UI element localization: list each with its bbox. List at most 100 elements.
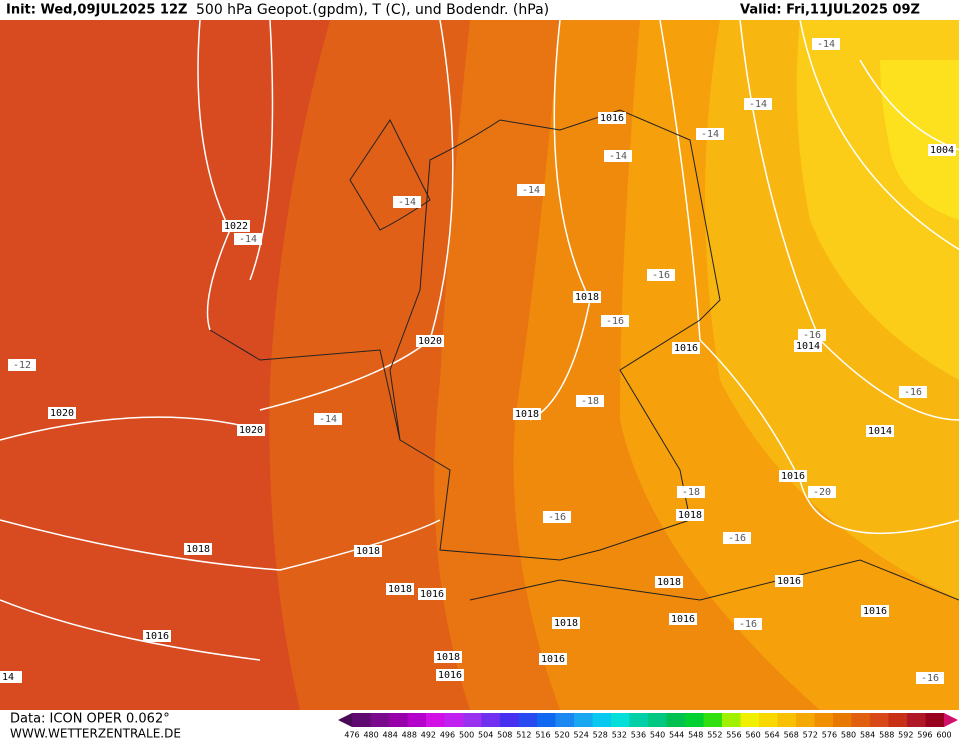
- isobar-label-box: [434, 651, 462, 663]
- colorbar-label: 520: [554, 731, 569, 740]
- borders: [209, 109, 959, 601]
- isobar-label-text: 1016: [420, 589, 444, 600]
- colorbar-label: 580: [841, 731, 856, 740]
- map-title: 500 hPa Geopot.(gpdm), T (C), und Bodend…: [196, 2, 549, 18]
- temperature-label-box: [696, 128, 724, 140]
- isobar-label-box: [416, 335, 444, 347]
- temperature-label: -16: [899, 386, 927, 398]
- colorbar-cell: [518, 713, 538, 727]
- colorbar-cell: [592, 713, 612, 727]
- colorbar-arrow: [944, 713, 958, 727]
- colorbar-cell: [888, 713, 908, 727]
- colorbar-label: 588: [879, 731, 894, 740]
- isobar-label: 1018: [676, 509, 704, 521]
- temperature-label-text: -20: [813, 487, 831, 498]
- colorbar-cell: [444, 713, 464, 727]
- isobar-label: 1016: [672, 342, 700, 354]
- isobar-label: 1018: [552, 617, 580, 629]
- temperature-label: -14: [812, 38, 840, 50]
- colorbar-cell: [833, 713, 852, 727]
- header-bar: [0, 0, 959, 20]
- temperature-label: -18: [576, 395, 604, 407]
- temperature-label-text: -16: [652, 270, 670, 281]
- isobar-label-box: [928, 144, 956, 156]
- isobar-label-text: 1018: [657, 577, 681, 588]
- temperature-label-text: -16: [921, 673, 939, 684]
- isobar-label-text: 1022: [224, 221, 248, 232]
- colorbar-cell: [907, 713, 926, 727]
- isobar-label-box: [184, 543, 212, 555]
- isobar-label-text: 1016: [600, 113, 624, 124]
- isobar-label-text: 1014: [796, 341, 820, 352]
- init-time: Init: Wed,09JUL2025 12Z: [6, 3, 187, 18]
- isobar-label-box: [775, 575, 803, 587]
- isobar-label-text: 14: [2, 672, 14, 683]
- colorbar-label: 548: [688, 731, 703, 740]
- isobar-label: 1016: [669, 613, 697, 625]
- isobar-label-box: [669, 613, 697, 625]
- isobar-label-box: [552, 617, 580, 629]
- colorbar-cell: [722, 713, 741, 727]
- temperature-label: -14: [234, 233, 262, 245]
- temperature-label: -16: [647, 269, 675, 281]
- colorbar-cell: [352, 713, 371, 727]
- colorbar-cell: [463, 713, 482, 727]
- temperature-label: -16: [601, 315, 629, 327]
- colorbar-cell: [389, 713, 408, 727]
- isobar-label-box: [598, 112, 626, 124]
- isobar-label: 1014: [794, 340, 822, 352]
- colorbar-cell: [370, 713, 390, 727]
- colorbar-label: 484: [383, 731, 398, 740]
- isobar-label-text: 1020: [418, 336, 442, 347]
- colorbar-cell: [574, 713, 593, 727]
- temperature-label-box: [604, 150, 632, 162]
- temperature-label-box: [723, 532, 751, 544]
- colorbar-cell: [814, 713, 834, 727]
- temperature-label-text: -14: [609, 151, 627, 162]
- temperature-label-text: -16: [904, 387, 922, 398]
- colorbar-label: 544: [669, 731, 684, 740]
- temperature-label-box: [647, 269, 675, 281]
- temperature-label-text: -14: [239, 234, 257, 245]
- temperature-label-box: [812, 38, 840, 50]
- colorbar-label: 536: [631, 731, 646, 740]
- isobar-label: 1018: [354, 545, 382, 557]
- isobar-label-box: [222, 220, 250, 232]
- isobar-label: 1020: [416, 335, 444, 347]
- temperature-label-box: [744, 98, 772, 110]
- isobar-label-box: [418, 588, 446, 600]
- colorbar-label: 584: [860, 731, 875, 740]
- isobar-label-box: [237, 424, 265, 436]
- temperature-label: -14: [517, 184, 545, 196]
- isobar-label-text: 1018: [575, 292, 599, 303]
- isobar-label-text: 1016: [863, 606, 887, 617]
- temperature-label-box: [916, 672, 944, 684]
- isobar-label: 1022: [222, 220, 250, 232]
- temperature-label-text: -16: [739, 619, 757, 630]
- colorbar-cell: [481, 713, 501, 727]
- colorbar-label: 500: [459, 731, 474, 740]
- colorbar-cell: [537, 713, 556, 727]
- colorbar-label: 592: [898, 731, 913, 740]
- colorbar-label: 504: [478, 731, 493, 740]
- temperature-label-box: [8, 359, 36, 371]
- temperature-label: -14: [604, 150, 632, 162]
- temperature-label: -16: [798, 329, 826, 341]
- temperature-label-text: -14: [319, 414, 337, 425]
- isobar-label-text: 1020: [50, 408, 74, 419]
- temperature-label-text: -16: [548, 512, 566, 523]
- isobar-label: 1016: [775, 575, 803, 587]
- colorbar-label: 560: [745, 731, 760, 740]
- temperature-label: -16: [723, 532, 751, 544]
- colorbar-label: 480: [363, 731, 378, 740]
- temperature-label-box: [808, 486, 836, 498]
- isobar-label-box: [676, 509, 704, 521]
- isobar-label: 1016: [861, 605, 889, 617]
- valid-time: Valid: Fri,11JUL2025 09Z: [740, 3, 920, 18]
- isobar-label: 14: [0, 671, 22, 683]
- temperature-label: -14: [744, 98, 772, 110]
- isobar-label-box: [779, 470, 807, 482]
- isobar-label: 1016: [418, 588, 446, 600]
- isobar-label: 1018: [513, 408, 541, 420]
- isobar-label: 1004: [928, 144, 956, 156]
